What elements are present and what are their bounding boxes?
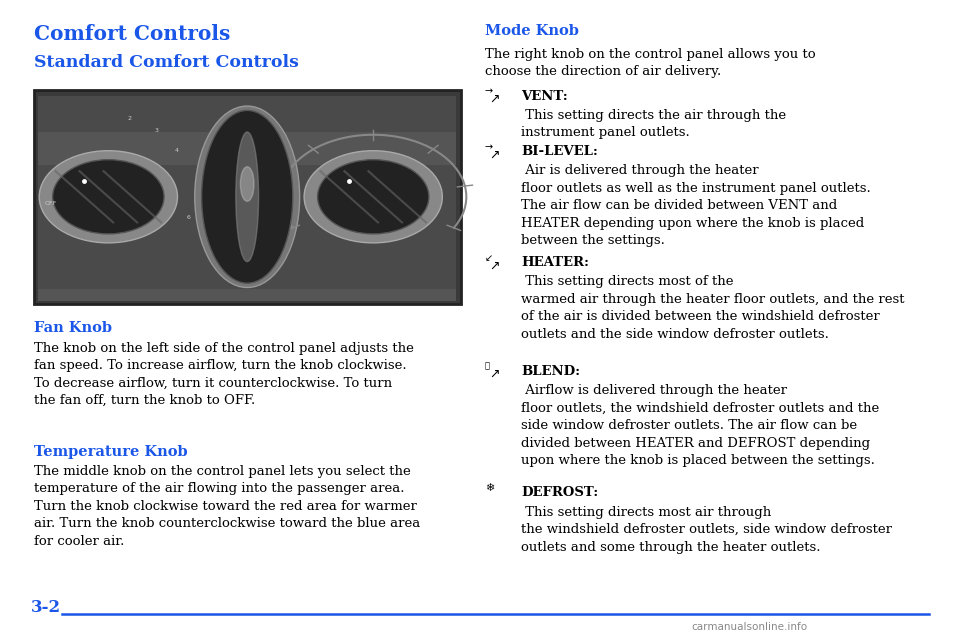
- Text: ↗: ↗: [490, 148, 500, 161]
- FancyBboxPatch shape: [38, 289, 456, 301]
- Text: →: →: [485, 86, 492, 97]
- Text: Mode Knob: Mode Knob: [485, 24, 579, 38]
- Text: HEATER:: HEATER:: [521, 256, 589, 269]
- FancyBboxPatch shape: [38, 96, 456, 298]
- Text: The middle knob on the control panel lets you select the
temperature of the air : The middle knob on the control panel let…: [34, 465, 420, 548]
- Text: BI-LEVEL:: BI-LEVEL:: [521, 145, 598, 158]
- Text: DEFROST:: DEFROST:: [521, 486, 598, 499]
- Text: Fan Knob: Fan Knob: [34, 321, 111, 335]
- Text: →: →: [485, 142, 492, 152]
- Text: ↗: ↗: [490, 259, 500, 272]
- Text: ❄: ❄: [485, 483, 494, 493]
- Text: OFF: OFF: [44, 201, 57, 205]
- Circle shape: [318, 159, 429, 234]
- Ellipse shape: [195, 106, 300, 287]
- Text: This setting directs most air through
the windshield defroster outlets, side win: This setting directs most air through th…: [521, 506, 892, 554]
- FancyBboxPatch shape: [34, 90, 461, 304]
- Text: 2: 2: [128, 116, 132, 122]
- Text: 3-2: 3-2: [31, 598, 60, 616]
- Circle shape: [53, 159, 164, 234]
- Text: ↗: ↗: [490, 93, 500, 106]
- Text: BLEND:: BLEND:: [521, 365, 581, 378]
- Text: This setting directs the air through the
instrument panel outlets.: This setting directs the air through the…: [521, 109, 786, 140]
- Text: Comfort Controls: Comfort Controls: [34, 24, 230, 44]
- FancyBboxPatch shape: [38, 132, 456, 164]
- Circle shape: [304, 151, 443, 243]
- Circle shape: [39, 151, 178, 243]
- Text: carmanualsonline.info: carmanualsonline.info: [691, 622, 807, 632]
- Text: 6: 6: [187, 215, 191, 220]
- Text: 〰: 〰: [485, 362, 490, 371]
- Ellipse shape: [236, 132, 258, 262]
- Text: Air is delivered through the heater
floor outlets as well as the instrument pane: Air is delivered through the heater floo…: [521, 164, 871, 248]
- Text: The knob on the left side of the control panel adjusts the
fan speed. To increas: The knob on the left side of the control…: [34, 342, 414, 407]
- Text: ↙: ↙: [485, 253, 492, 263]
- Text: 3: 3: [155, 128, 158, 133]
- Text: Airflow is delivered through the heater
floor outlets, the windshield defroster : Airflow is delivered through the heater …: [521, 384, 879, 467]
- Text: The right knob on the control panel allows you to
choose the direction of air de: The right knob on the control panel allo…: [485, 48, 815, 79]
- Text: Temperature Knob: Temperature Knob: [34, 445, 187, 459]
- Ellipse shape: [202, 110, 293, 283]
- Text: 4: 4: [175, 148, 179, 153]
- Text: ↗: ↗: [490, 368, 500, 381]
- Text: VENT:: VENT:: [521, 90, 568, 102]
- Text: Standard Comfort Controls: Standard Comfort Controls: [34, 54, 299, 72]
- Ellipse shape: [240, 166, 254, 201]
- Text: This setting directs most of the
warmed air through the heater floor outlets, an: This setting directs most of the warmed …: [521, 275, 904, 340]
